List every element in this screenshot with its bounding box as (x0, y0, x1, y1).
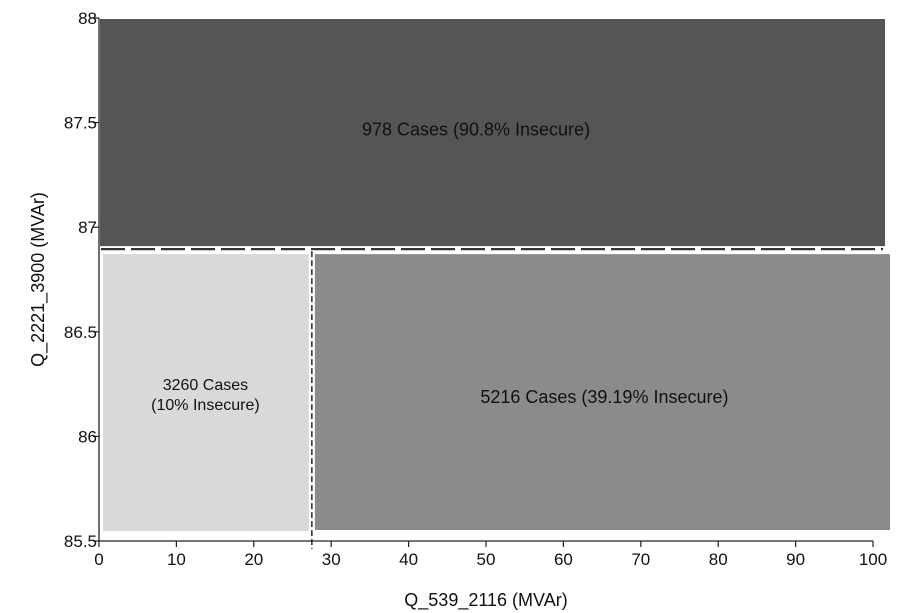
region-label-bottom-right: 5216 Cases (39.19% Insecure) (480, 387, 728, 407)
x-tick-label: 10 (167, 550, 186, 569)
region-label-top: 978 Cases (90.8% Insecure) (362, 119, 590, 139)
y-tick-label: 85.5 (64, 532, 97, 551)
x-tick-label: 0 (94, 550, 103, 569)
y-tick-label: 87.5 (64, 114, 97, 133)
y-tick-label: 86.5 (64, 323, 97, 342)
regions-layer (100, 19, 891, 531)
x-tick-label: 80 (709, 550, 728, 569)
x-axis-title: Q_539_2116 (MVAr) (404, 590, 567, 611)
x-tick-label: 60 (554, 550, 573, 569)
ticks-layer: 0 10 20 30 40 50 60 70 80 90 100 85.5 86 86.5 87 87.5 88 (64, 9, 887, 569)
x-tick-label: 30 (322, 550, 341, 569)
y-tick-label: 86 (78, 427, 97, 446)
region-label-bottom-left: 3260 Cases (163, 377, 248, 394)
region-bottom-left (103, 254, 309, 531)
x-tick-label: 40 (399, 550, 418, 569)
x-tick-label: 50 (477, 550, 496, 569)
x-tick-label: 20 (244, 550, 263, 569)
x-tick-label: 70 (631, 550, 650, 569)
region-label-bottom-left: (10% Insecure) (151, 397, 260, 414)
region-top (100, 19, 885, 247)
region-labels-layer: 978 Cases (90.8% Insecure) 3260 Cases (10%… (151, 119, 728, 414)
y-axis-title: Q_2221_3900 (MVAr) (28, 192, 49, 367)
region-bottom-right (314, 254, 891, 530)
y-tick-label: 88 (78, 9, 97, 28)
x-tick-label: 90 (786, 550, 805, 569)
y-tick-label: 87 (78, 218, 97, 237)
x-tick-label: 100 (859, 550, 887, 569)
dividers-layer (101, 248, 883, 549)
